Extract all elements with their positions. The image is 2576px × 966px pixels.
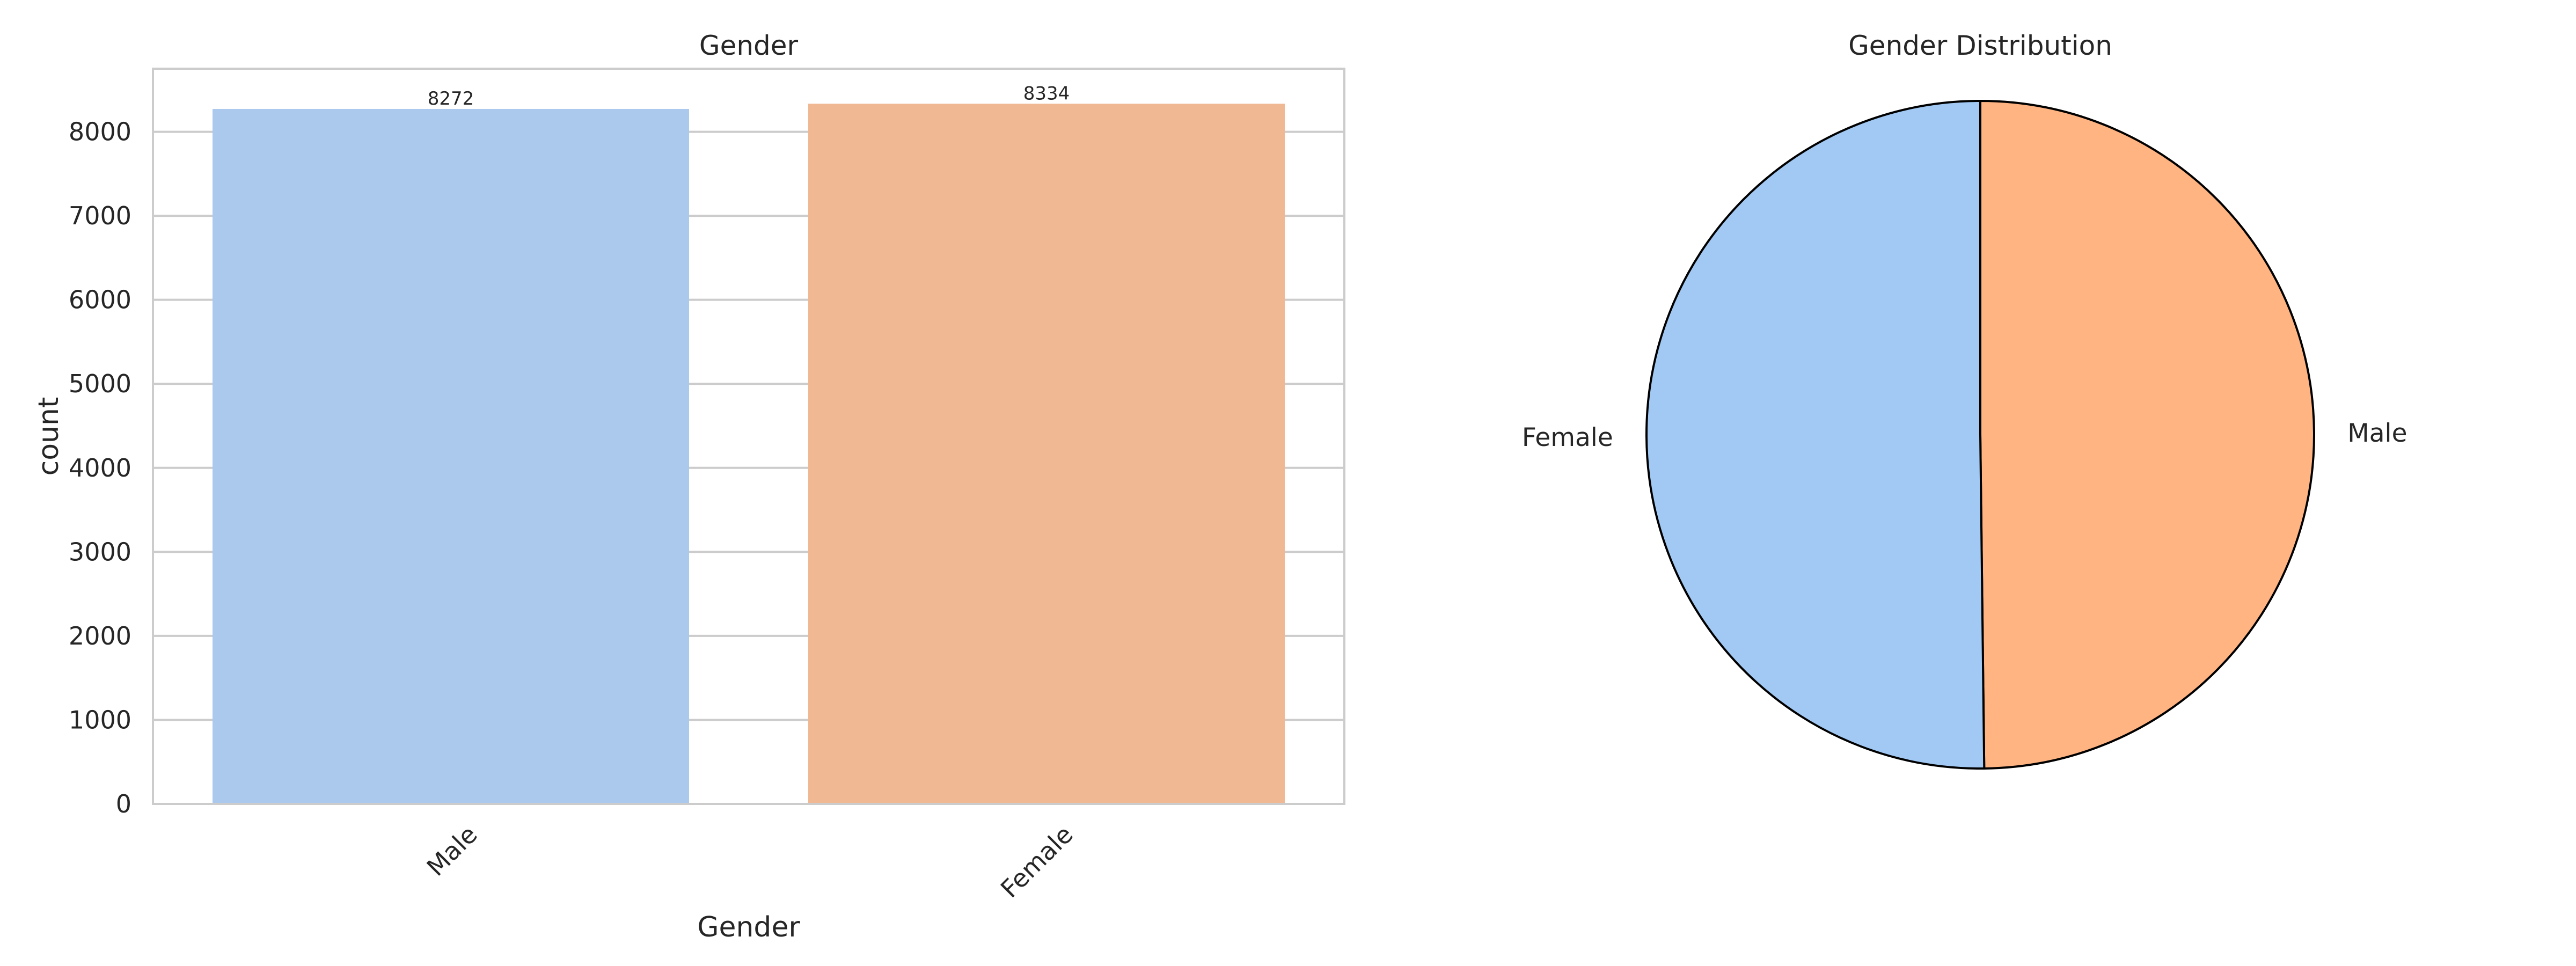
bar-value-label: 8272 bbox=[428, 88, 474, 109]
bar-chart-y-tick-label: 8000 bbox=[69, 118, 131, 147]
pie-chart: Male Female Gender Distribution bbox=[1522, 30, 2407, 770]
bar-chart: 0 1000 2000 3000 4000 5000 6000 7000 8000 Male Fe… bbox=[33, 30, 1345, 943]
pie-slice-label: Male bbox=[2347, 419, 2407, 448]
bar-chart-y-tick-label: 3000 bbox=[69, 537, 131, 566]
bar-chart-frame bbox=[152, 68, 1345, 805]
bar-chart-bars bbox=[213, 104, 1285, 804]
bar-chart-title: Gender bbox=[699, 30, 799, 61]
pie-slice-female bbox=[1645, 100, 1986, 770]
pie-chart-labels: Male Female bbox=[1522, 419, 2407, 452]
bar-chart-y-tick-label: 0 bbox=[116, 789, 131, 818]
bar-chart-y-ticks: 0 1000 2000 3000 4000 5000 6000 7000 8000 bbox=[69, 118, 131, 818]
pie-chart-title: Gender Distribution bbox=[1848, 30, 2112, 61]
bar-male bbox=[213, 108, 689, 804]
bar-chart-x-axis-label: Gender bbox=[697, 911, 800, 943]
bar-chart-y-tick-label: 7000 bbox=[69, 201, 131, 230]
bar-chart-y-axis-label: count bbox=[33, 397, 65, 476]
bar-chart-y-tick-label: 2000 bbox=[69, 621, 131, 650]
bar-value-label: 8334 bbox=[1023, 83, 1070, 104]
pie-slice-male bbox=[1979, 100, 2316, 770]
bar-chart-x-tick-label: Male bbox=[421, 820, 483, 882]
bar-female bbox=[808, 104, 1285, 804]
bar-chart-y-tick-label: 4000 bbox=[69, 453, 131, 482]
bar-chart-y-tick-label: 1000 bbox=[69, 705, 131, 734]
bar-chart-x-ticks: Male Female bbox=[421, 820, 1079, 904]
bar-chart-x-tick-label: Female bbox=[995, 820, 1079, 904]
bar-chart-value-labels: 8272 8334 bbox=[428, 83, 1070, 109]
bar-chart-y-tick-label: 5000 bbox=[69, 369, 131, 398]
bar-chart-y-tick-label: 6000 bbox=[69, 286, 131, 314]
pie-chart-slices bbox=[1645, 100, 2316, 770]
pie-slice-label: Female bbox=[1522, 423, 1613, 452]
